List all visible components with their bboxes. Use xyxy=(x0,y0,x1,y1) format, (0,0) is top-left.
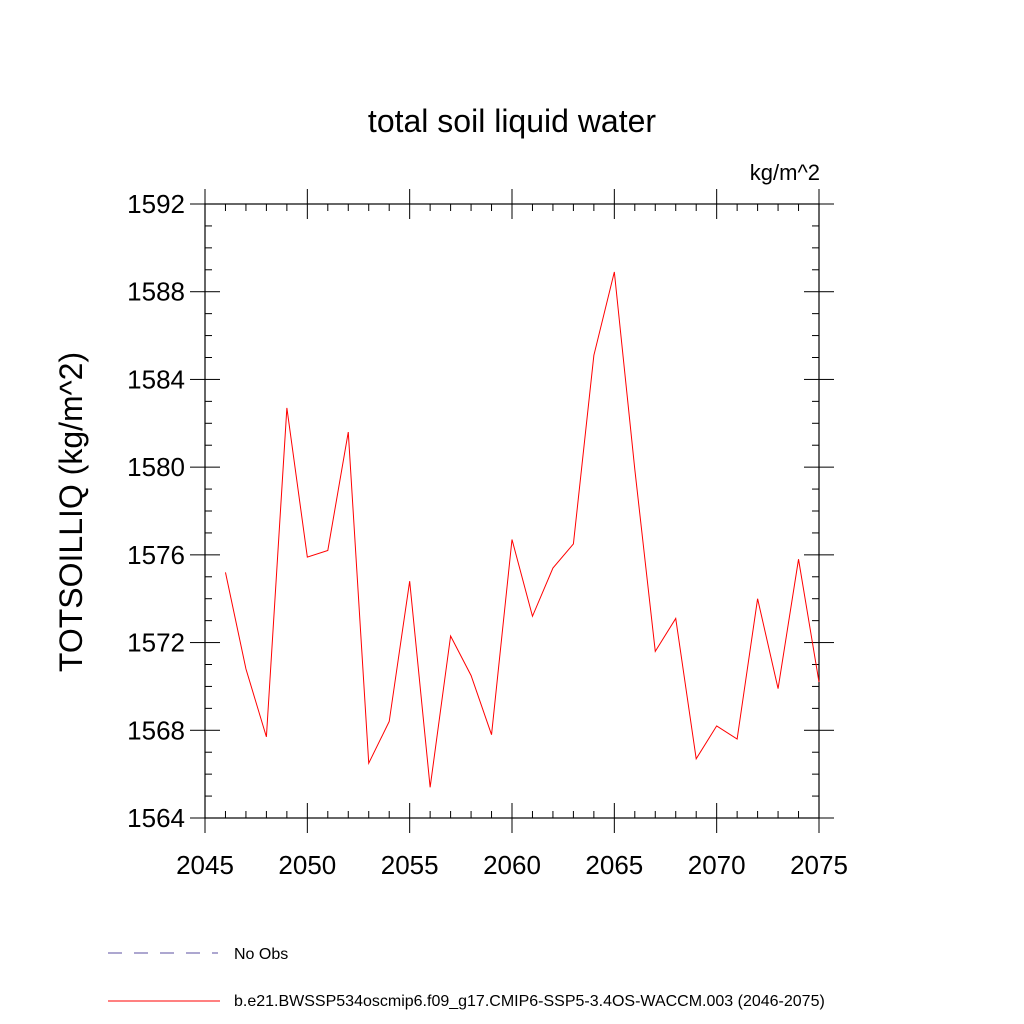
x-tick-label: 2070 xyxy=(688,850,746,880)
plot-frame xyxy=(204,203,820,819)
legend-label-no-obs: No Obs xyxy=(234,946,288,963)
y-axis-label: TOTSOILLIQ (kg/m^2) xyxy=(53,352,89,672)
x-tick-label: 2065 xyxy=(585,850,643,880)
x-tick-label: 2055 xyxy=(381,850,439,880)
axis-ticks xyxy=(190,189,834,833)
y-tick-label: 1588 xyxy=(127,277,185,307)
y-tick-label: 1576 xyxy=(127,540,185,570)
y-tick-label: 1564 xyxy=(127,803,185,833)
y-tick-label: 1584 xyxy=(127,364,185,394)
units-label: kg/m^2 xyxy=(750,160,820,185)
y-tick-label: 1592 xyxy=(127,189,185,219)
x-tick-label: 2050 xyxy=(278,850,336,880)
legend-label-model-run: b.e21.BWSSP534oscmip6.f09_g17.CMIP6-SSP5… xyxy=(234,993,825,1010)
series-line-0 xyxy=(224,271,820,788)
legend: No Obs b.e21.BWSSP534oscmip6.f09_g17.CMI… xyxy=(108,946,825,1010)
x-tick-label: 2060 xyxy=(483,850,541,880)
y-tick-label: 1572 xyxy=(127,628,185,658)
series-group xyxy=(224,271,820,788)
chart-title: total soil liquid water xyxy=(368,103,656,139)
x-tick-label: 2045 xyxy=(176,850,234,880)
y-tick-label: 1580 xyxy=(127,452,185,482)
tick-labels: 2045 2050 2055 2060 2065 2070 2075 1564 1568 1572… xyxy=(127,189,848,880)
y-tick-label: 1568 xyxy=(127,715,185,745)
x-tick-label: 2075 xyxy=(790,850,848,880)
